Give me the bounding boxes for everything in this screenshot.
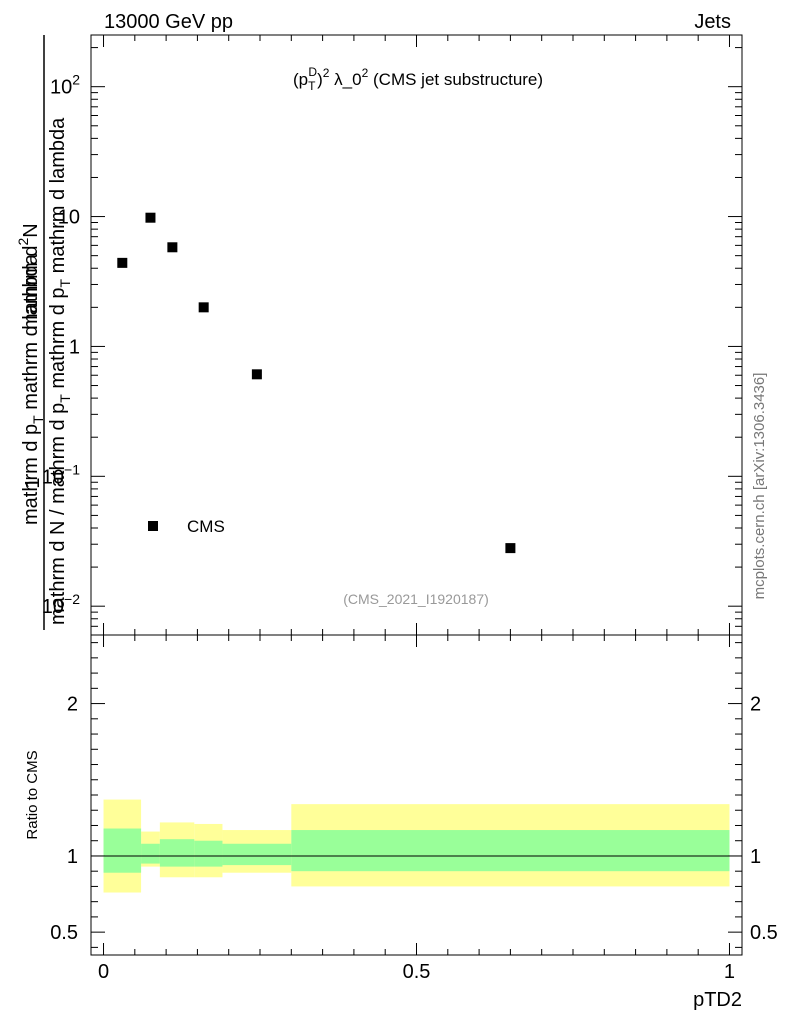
x-tick-label: 0: [98, 961, 109, 983]
ratio-band-inner: [222, 843, 292, 866]
main-y-ticks: [91, 47, 742, 636]
legend-label-cms: CMS: [187, 517, 225, 536]
cms-data-points: [117, 212, 516, 554]
main-y-tick-label: 1: [69, 336, 80, 358]
ratio-x-ticks: [103, 635, 730, 955]
ratio-y-tick-label-right: 0.5: [750, 922, 778, 944]
main-y-tick-label: 10: [58, 207, 80, 229]
data-point: [117, 257, 128, 268]
ratio-y-ticks: [91, 642, 742, 948]
ratio-tick-labels: 0.5 0.5 1 1 2 2 0 0.5 1: [50, 694, 778, 983]
title-sub-T: T: [308, 79, 316, 93]
ratio-panel-frame: [90, 634, 743, 956]
main-y-tick-label: 102: [50, 72, 80, 99]
data-point: [145, 212, 156, 223]
legend-marker-cms: [148, 521, 158, 531]
main-x-ticks: [103, 35, 730, 635]
x-axis-label: pTD2: [693, 989, 742, 1011]
main-y-tick-labels: 102 10 1 10−1 10−2: [42, 72, 80, 619]
analysis-tag: (CMS_2021_I1920187): [343, 591, 489, 607]
energy-label: 13000 GeV pp: [104, 11, 233, 33]
main-y-tick-label: 10−2: [42, 591, 80, 618]
x-tick-label: 1: [724, 961, 735, 983]
data-point: [167, 242, 178, 253]
data-point: [505, 543, 516, 554]
ratio-band-inner: [141, 843, 160, 864]
side-label: mcplots.cern.ch [arXiv:1306.3436]: [751, 373, 768, 600]
ratio-y-tick-label: 0.5: [50, 922, 78, 944]
ratio-y-axis-label: Ratio to CMS: [24, 750, 41, 839]
main-panel-frame: [90, 34, 743, 636]
ratio-band-inner: [159, 839, 195, 867]
ratio-band-inner: [194, 840, 223, 867]
ratio-band-inner: [103, 828, 142, 873]
ratio-y-tick-label-right: 1: [750, 846, 761, 868]
ylabel-denominator: mathrm d N / mathrm d pT mathrm d pT mat…: [47, 117, 73, 625]
ylabel-numerator-2: mathrm d pT mathrm d lambda: [20, 253, 46, 525]
data-point: [198, 302, 209, 313]
process-label: Jets: [694, 11, 731, 33]
ratio-y-tick-label-right: 2: [750, 694, 761, 716]
ylabel-numerator: mathrm d2N: [15, 223, 42, 330]
main-y-axis-label: mathrm d2N mathrm d pT mathrm d lambda 1…: [15, 35, 73, 630]
ratio-y-tick-label: 2: [67, 694, 78, 716]
ratio-y-tick-label: 1: [67, 846, 78, 868]
ratio-bands: [103, 799, 730, 893]
main-y-tick-label: 10−1: [42, 461, 80, 488]
ratio-band-inner: [291, 830, 730, 872]
ylabel-denominator-one: 1: [22, 477, 44, 488]
data-point: [251, 369, 262, 380]
chart-title: (pTD)2 λ_02 (CMS jet substructure): [293, 65, 543, 93]
x-tick-label: 0.5: [403, 961, 431, 983]
